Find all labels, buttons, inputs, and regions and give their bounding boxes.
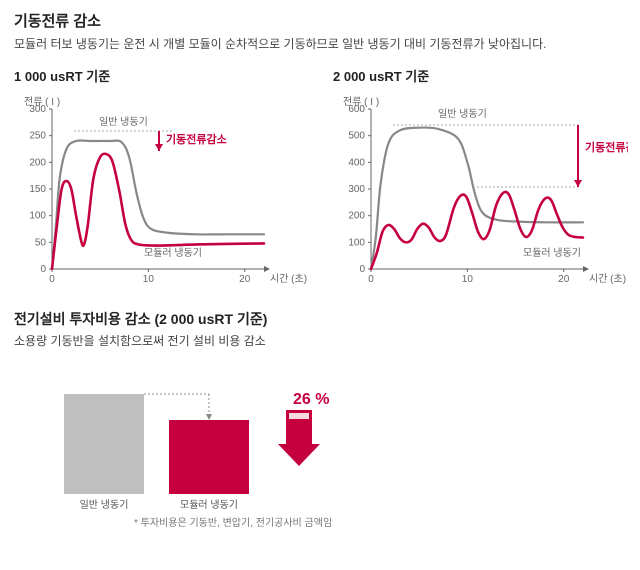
chart1-svg: 05010015020025030001020전류 ( I )시간 (초)일반 … bbox=[14, 91, 309, 291]
svg-text:전류 ( I ): 전류 ( I ) bbox=[343, 96, 379, 108]
svg-text:50: 50 bbox=[35, 237, 47, 248]
section2-title: 전기설비 투자비용 감소 (2 000 usRT 기준) bbox=[14, 309, 626, 329]
charts-row: 1 000 usRT 기준 05010015020025030001020전류 … bbox=[14, 66, 626, 291]
svg-text:0: 0 bbox=[368, 274, 374, 285]
svg-text:0: 0 bbox=[40, 264, 46, 275]
svg-text:400: 400 bbox=[348, 157, 365, 168]
svg-text:일반 냉동기: 일반 냉동기 bbox=[438, 108, 487, 120]
svg-text:100: 100 bbox=[348, 237, 365, 248]
svg-text:모듈러 냉동기: 모듈러 냉동기 bbox=[144, 247, 202, 259]
svg-text:250: 250 bbox=[29, 131, 46, 142]
svg-text:20: 20 bbox=[558, 274, 570, 285]
page-title: 기동전류 감소 bbox=[14, 10, 626, 31]
svg-text:기동전류감소: 기동전류감소 bbox=[585, 140, 628, 154]
svg-text:200: 200 bbox=[348, 211, 365, 222]
svg-text:시간 (초): 시간 (초) bbox=[270, 273, 307, 285]
chart1-heading: 1 000 usRT 기준 bbox=[14, 66, 309, 85]
svg-text:전류 ( I ): 전류 ( I ) bbox=[24, 96, 60, 108]
svg-text:모듈러 냉동기: 모듈러 냉동기 bbox=[180, 499, 238, 511]
svg-text:* 투자비용은 기동반, 변압기, 전기공사비 금액임: * 투자비용은 기동반, 변압기, 전기공사비 금액임 bbox=[134, 516, 332, 529]
svg-text:모듈러 냉동기: 모듈러 냉동기 bbox=[523, 247, 581, 259]
svg-text:기동전류감소: 기동전류감소 bbox=[166, 132, 227, 146]
svg-text:300: 300 bbox=[348, 184, 365, 195]
chart-1000usrt: 1 000 usRT 기준 05010015020025030001020전류 … bbox=[14, 66, 309, 291]
svg-text:시간 (초): 시간 (초) bbox=[589, 273, 626, 285]
section2-subtitle: 소용량 기동반을 설치함으로써 전기 설비 비용 감소 bbox=[14, 332, 626, 349]
svg-text:500: 500 bbox=[348, 131, 365, 142]
svg-text:20: 20 bbox=[239, 274, 251, 285]
svg-text:일반 냉동기: 일반 냉동기 bbox=[80, 499, 129, 511]
chart2-heading: 2 000 usRT 기준 bbox=[333, 66, 628, 85]
svg-text:일반 냉동기: 일반 냉동기 bbox=[99, 116, 148, 128]
svg-text:150: 150 bbox=[29, 184, 46, 195]
chart-2000usrt: 2 000 usRT 기준 010020030040050060001020전류… bbox=[333, 66, 628, 291]
svg-text:200: 200 bbox=[29, 157, 46, 168]
svg-text:26 %: 26 % bbox=[293, 391, 329, 408]
svg-text:10: 10 bbox=[143, 274, 155, 285]
page-subtitle: 모듈러 터보 냉동기는 운전 시 개별 모듈이 순차적으로 기동하므로 일반 냉… bbox=[14, 35, 626, 52]
chart2-svg: 010020030040050060001020전류 ( I )시간 (초)일반… bbox=[333, 91, 628, 291]
svg-text:0: 0 bbox=[359, 264, 365, 275]
svg-text:10: 10 bbox=[462, 274, 474, 285]
svg-text:0: 0 bbox=[49, 274, 55, 285]
svg-text:100: 100 bbox=[29, 211, 46, 222]
section2-bar-chart: 일반 냉동기 모듈러 냉동기 26 % * 투자비용은 기동반, 변압기, 전기공사비… bbox=[44, 359, 404, 529]
